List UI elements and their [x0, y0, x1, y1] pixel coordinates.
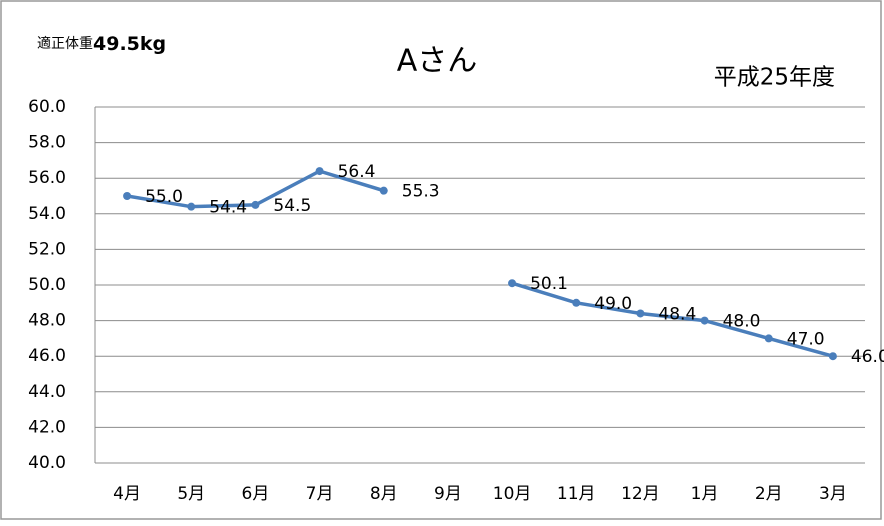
x-tick-label: 4月 [113, 484, 141, 504]
data-label: 48.4 [658, 304, 696, 324]
data-label: 54.5 [273, 196, 311, 216]
x-tick-label: 12月 [621, 484, 660, 504]
y-tick-label: 54.0 [28, 204, 66, 224]
x-tick-label: 11月 [557, 484, 596, 504]
y-tick-label: 52.0 [28, 239, 66, 259]
x-tick-label: 10月 [493, 484, 532, 504]
y-tick-label: 48.0 [28, 311, 66, 331]
data-point [251, 200, 260, 209]
data-label: 47.0 [787, 329, 825, 349]
data-label: 50.1 [530, 274, 568, 294]
x-tick-label: 6月 [242, 484, 270, 504]
chart-title: Aさん [397, 44, 478, 79]
data-point [508, 279, 517, 288]
data-point [379, 186, 388, 195]
data-label: 55.0 [145, 187, 183, 207]
y-tick-label: 58.0 [28, 133, 66, 153]
x-tick-label: 5月 [177, 484, 205, 504]
data-point [764, 334, 773, 343]
y-tick-label: 50.0 [28, 275, 66, 295]
data-point [315, 167, 324, 176]
data-point [636, 309, 645, 318]
data-label: 55.3 [402, 182, 440, 202]
y-tick-label: 60.0 [28, 97, 66, 117]
data-label: 46.0 [851, 347, 884, 367]
x-tick-label: 8月 [370, 484, 398, 504]
data-point [123, 192, 132, 200]
data-label: 49.0 [594, 294, 632, 314]
x-tick-label: 9月 [434, 484, 462, 504]
y-tick-label: 42.0 [28, 417, 66, 437]
data-point [700, 316, 709, 325]
data-point [187, 202, 196, 211]
data-label: 54.4 [209, 198, 247, 218]
annotation-value: 49.5kg [93, 33, 166, 55]
y-tick-label: 56.0 [28, 168, 66, 188]
annotation-label: 適正体重 [37, 35, 93, 52]
x-tick-label: 7月 [306, 484, 334, 504]
x-tick-label: 1月 [691, 484, 719, 504]
y-tick-label: 40.0 [28, 453, 66, 473]
period: 平成25年度 [714, 65, 835, 91]
data-label: 56.4 [338, 162, 376, 182]
x-tick-label: 3月 [819, 484, 847, 504]
data-point [828, 352, 837, 361]
annotation: 適正体重49.5kg [37, 33, 166, 55]
data-label: 48.0 [723, 312, 761, 332]
x-tick-label: 2月 [755, 484, 783, 504]
data-point [572, 298, 581, 307]
y-tick-label: 44.0 [28, 382, 66, 402]
y-tick-label: 46.0 [28, 346, 66, 366]
